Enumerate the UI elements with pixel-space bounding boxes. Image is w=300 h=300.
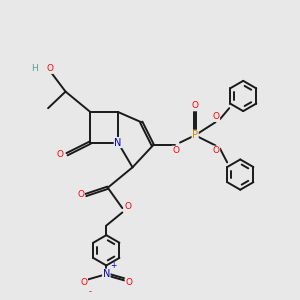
Text: -: - [88,287,91,296]
Text: O: O [213,146,220,155]
Text: H: H [31,64,38,73]
Text: O: O [172,146,179,155]
Text: P: P [192,130,198,140]
Text: N: N [114,138,122,148]
Text: O: O [213,112,220,122]
Text: +: + [111,261,117,270]
Text: N: N [103,269,110,279]
Text: O: O [56,150,63,159]
Text: O: O [77,190,84,200]
Text: H: H [30,64,37,74]
Text: O: O [46,64,53,74]
Text: O: O [124,202,131,211]
Text: O: O [125,278,132,287]
Text: O: O [80,278,87,287]
Text: O: O [192,101,199,110]
